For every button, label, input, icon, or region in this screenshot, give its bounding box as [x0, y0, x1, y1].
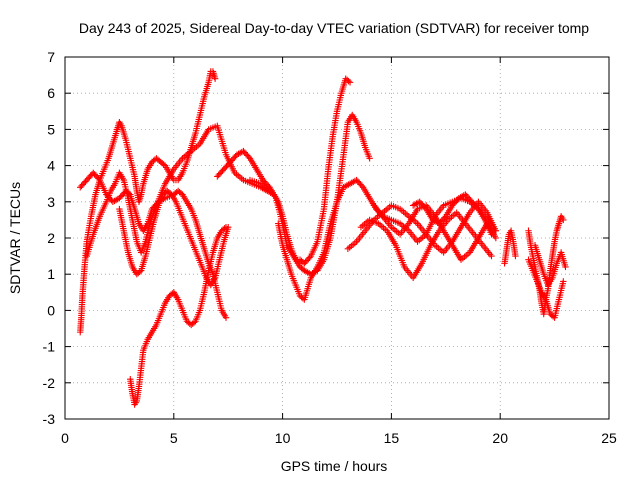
data-point — [488, 252, 495, 260]
y-tick-label: 7 — [47, 49, 55, 65]
data-point — [306, 254, 313, 261]
data-point — [222, 223, 230, 231]
y-tick-label: 2 — [47, 230, 55, 246]
plot-frame — [64, 56, 610, 420]
y-tick-label: 0 — [47, 302, 55, 318]
y-tick-label: -2 — [43, 375, 56, 391]
y-tick-label: 6 — [47, 85, 55, 101]
data-point — [441, 214, 448, 221]
axes: 0 5 10 15 20 25 -3 -2 -1 0 1 2 3 4 5 6 7 — [43, 49, 617, 446]
chart-title: Day 243 of 2025, Sidereal Day-to-day VTE… — [79, 20, 589, 36]
x-tick-label: 5 — [170, 430, 178, 446]
x-tick-label: 20 — [492, 430, 508, 446]
data-point — [560, 278, 567, 285]
data-point — [190, 319, 198, 326]
y-tick-label: 4 — [47, 158, 55, 174]
y-tick-label: -3 — [43, 411, 56, 427]
data-points — [77, 68, 569, 408]
data-point — [492, 234, 500, 242]
data-point — [421, 204, 429, 211]
data-point — [95, 175, 102, 182]
y-tick-label: 5 — [47, 121, 55, 137]
y-axis-label: SDTVAR / TECUs — [7, 182, 23, 294]
x-tick-label: 10 — [275, 430, 291, 446]
data-point — [488, 231, 495, 238]
y-tick-label: 3 — [47, 194, 55, 210]
data-point — [136, 268, 143, 275]
x-tick-label: 15 — [384, 430, 400, 446]
data-point — [245, 153, 252, 161]
data-point — [562, 263, 569, 271]
data-point — [345, 77, 352, 85]
x-axis-label: GPS time / hours — [281, 458, 388, 474]
data-point — [358, 182, 366, 190]
data-point — [222, 314, 230, 321]
x-tick-label: 25 — [601, 430, 617, 446]
data-point — [211, 75, 219, 82]
data-point — [560, 216, 567, 224]
data-point — [512, 252, 519, 260]
data-point — [473, 204, 481, 211]
y-tick-label: 1 — [47, 266, 55, 282]
x-tick-label: 0 — [61, 430, 69, 446]
data-point — [346, 79, 354, 86]
data-point — [221, 225, 228, 232]
data-point — [366, 155, 373, 162]
y-tick-label: -1 — [43, 339, 56, 355]
